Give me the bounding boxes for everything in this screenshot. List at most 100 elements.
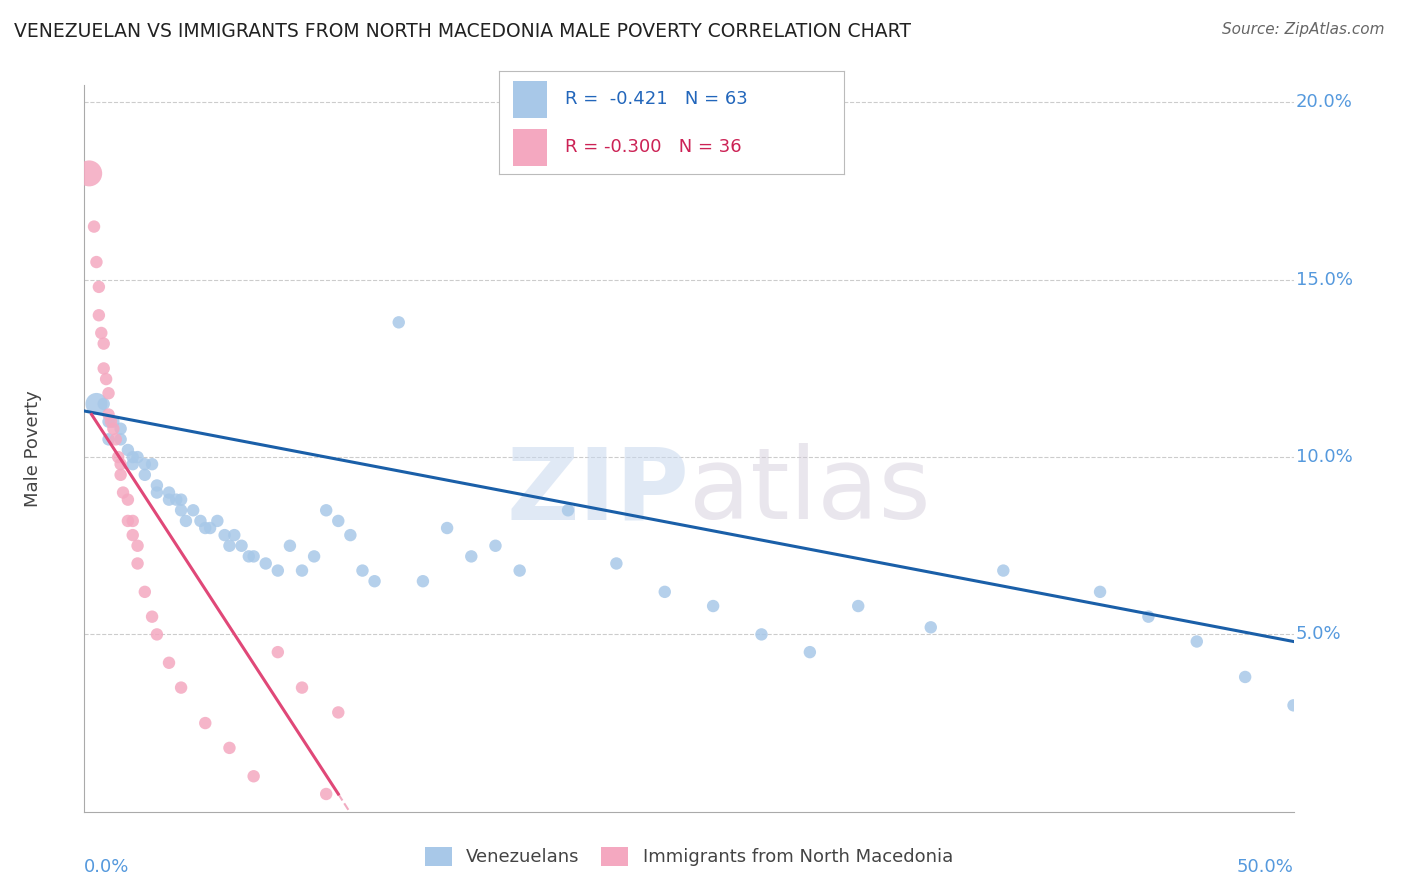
- Point: [224, 528, 246, 542]
- Point: [86, 255, 108, 269]
- Point: [97, 386, 120, 401]
- Point: [141, 609, 163, 624]
- Point: [157, 656, 180, 670]
- Point: [238, 549, 260, 564]
- Point: [920, 620, 942, 634]
- Point: [77, 166, 100, 180]
- Point: [702, 599, 724, 613]
- Point: [328, 706, 350, 720]
- Point: [121, 450, 143, 464]
- Point: [194, 716, 217, 731]
- Point: [605, 557, 627, 571]
- Point: [799, 645, 821, 659]
- Point: [218, 539, 240, 553]
- Point: [328, 514, 350, 528]
- Point: [127, 539, 149, 553]
- Point: [1088, 585, 1111, 599]
- Text: 5.0%: 5.0%: [1296, 625, 1341, 643]
- Point: [110, 422, 132, 436]
- Point: [110, 467, 132, 482]
- Point: [157, 485, 180, 500]
- Point: [339, 528, 361, 542]
- Point: [97, 408, 120, 422]
- Text: 50.0%: 50.0%: [1237, 858, 1294, 876]
- Point: [198, 521, 221, 535]
- Point: [170, 492, 193, 507]
- Point: [174, 514, 197, 528]
- Point: [242, 549, 264, 564]
- Point: [436, 521, 458, 535]
- Point: [170, 503, 193, 517]
- Point: [267, 564, 290, 578]
- Point: [170, 681, 193, 695]
- Point: [214, 528, 236, 542]
- Point: [87, 308, 110, 322]
- Point: [1137, 609, 1160, 624]
- Point: [388, 315, 411, 329]
- Text: 20.0%: 20.0%: [1296, 94, 1353, 112]
- Text: R = -0.300   N = 36: R = -0.300 N = 36: [565, 138, 741, 156]
- Point: [207, 514, 229, 528]
- FancyBboxPatch shape: [513, 128, 547, 166]
- Point: [165, 492, 187, 507]
- Point: [93, 336, 115, 351]
- Point: [112, 485, 135, 500]
- Point: [231, 539, 253, 553]
- Point: [484, 539, 506, 553]
- FancyBboxPatch shape: [513, 80, 547, 118]
- Point: [751, 627, 773, 641]
- Point: [412, 574, 434, 589]
- Point: [846, 599, 869, 613]
- Point: [104, 433, 127, 447]
- Point: [117, 514, 139, 528]
- Point: [134, 585, 156, 599]
- Point: [110, 457, 132, 471]
- Legend: Venezuelans, Immigrants from North Macedonia: Venezuelans, Immigrants from North Maced…: [416, 838, 962, 875]
- Point: [97, 433, 120, 447]
- Point: [103, 422, 125, 436]
- Point: [363, 574, 385, 589]
- Point: [100, 415, 122, 429]
- Point: [87, 280, 110, 294]
- Point: [302, 549, 325, 564]
- Text: Source: ZipAtlas.com: Source: ZipAtlas.com: [1222, 22, 1385, 37]
- Point: [86, 397, 108, 411]
- Point: [93, 397, 115, 411]
- Point: [121, 514, 143, 528]
- Point: [121, 457, 143, 471]
- Point: [117, 442, 139, 457]
- Point: [146, 478, 169, 492]
- Point: [181, 503, 204, 517]
- Text: VENEZUELAN VS IMMIGRANTS FROM NORTH MACEDONIA MALE POVERTY CORRELATION CHART: VENEZUELAN VS IMMIGRANTS FROM NORTH MACE…: [14, 22, 911, 41]
- Point: [218, 740, 240, 755]
- Point: [190, 514, 212, 528]
- Point: [93, 361, 115, 376]
- Point: [315, 503, 337, 517]
- Point: [83, 219, 105, 234]
- Point: [103, 415, 125, 429]
- Text: atlas: atlas: [689, 443, 931, 541]
- Point: [141, 457, 163, 471]
- Point: [278, 539, 301, 553]
- Text: R =  -0.421   N = 63: R = -0.421 N = 63: [565, 90, 748, 108]
- Point: [509, 564, 531, 578]
- Point: [654, 585, 676, 599]
- Point: [146, 627, 169, 641]
- Point: [242, 769, 264, 783]
- Point: [194, 521, 217, 535]
- Point: [993, 564, 1015, 578]
- Point: [134, 467, 156, 482]
- Point: [157, 492, 180, 507]
- Point: [127, 557, 149, 571]
- Point: [460, 549, 482, 564]
- Text: ZIP: ZIP: [506, 443, 689, 541]
- Text: 15.0%: 15.0%: [1296, 271, 1353, 289]
- Point: [557, 503, 579, 517]
- Point: [107, 450, 129, 464]
- Text: 10.0%: 10.0%: [1296, 448, 1353, 467]
- Point: [267, 645, 290, 659]
- Point: [97, 415, 120, 429]
- Text: Male Poverty: Male Poverty: [24, 390, 42, 507]
- Point: [1234, 670, 1257, 684]
- Point: [315, 787, 337, 801]
